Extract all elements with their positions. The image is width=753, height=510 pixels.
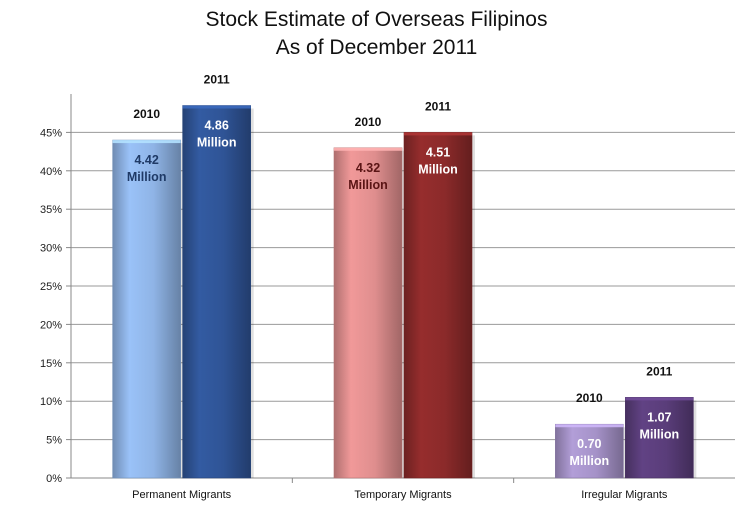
bar-2011-1	[403, 132, 473, 479]
bar-2011-0	[182, 105, 251, 479]
x-category-label: Permanent Migrants	[132, 489, 232, 501]
data-label: Million	[127, 170, 167, 184]
series-label: 2010	[133, 107, 160, 121]
series-label: 2011	[204, 73, 230, 87]
series-label: 2010	[576, 391, 603, 405]
data-label: 4.32	[356, 161, 380, 175]
x-category-label: Irregular Migrants	[581, 489, 668, 501]
y-tick-label: 15%	[40, 358, 62, 370]
bar-2010-1	[333, 147, 403, 479]
chart-subtitle: As of December 2011	[275, 36, 478, 59]
data-label: Million	[570, 454, 610, 468]
data-label: Million	[348, 178, 388, 192]
bar-top-bevel	[334, 147, 402, 151]
y-tick-label: 20%	[40, 319, 62, 331]
data-label: 0.70	[577, 437, 601, 451]
y-tick-label: 25%	[40, 281, 62, 293]
y-tick-label: 0%	[46, 473, 62, 485]
series-label: 2011	[425, 99, 451, 113]
y-tick-label: 5%	[46, 435, 62, 447]
data-label: 1.07	[647, 410, 671, 424]
chart-title: Stock Estimate of Overseas Filipinos	[205, 8, 548, 31]
bar-2010-0	[112, 139, 181, 479]
y-tick-label: 10%	[40, 396, 62, 408]
bar-2011-2	[625, 397, 694, 479]
bar-top-bevel	[112, 140, 181, 144]
bar-top-bevel	[182, 105, 251, 109]
data-label: Million	[640, 427, 680, 441]
series-label: 2011	[646, 364, 672, 378]
y-tick-label: 45%	[40, 127, 62, 139]
bar-top-bevel	[625, 397, 694, 401]
bar-top-bevel	[555, 424, 624, 428]
data-label: 4.51	[426, 145, 450, 159]
series-label: 2010	[355, 115, 382, 129]
y-tick-label: 35%	[40, 204, 62, 216]
data-label: Million	[197, 136, 237, 150]
x-category-label: Temporary Migrants	[354, 489, 452, 501]
y-tick-label: 30%	[40, 243, 62, 255]
data-label: 4.42	[134, 153, 158, 167]
bar-top-bevel	[404, 132, 472, 136]
data-label: 4.86	[204, 119, 228, 133]
bar-2010-2	[555, 423, 624, 479]
data-label: Million	[418, 162, 458, 176]
y-tick-label: 40%	[40, 166, 62, 178]
